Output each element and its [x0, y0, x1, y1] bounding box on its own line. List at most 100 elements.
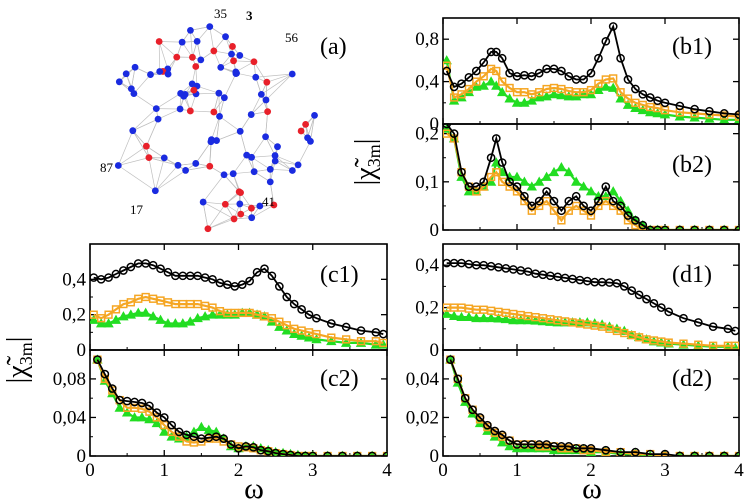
- panel-c2: 0 0,04 0,08 0 1 2 3 4 (c2): [53, 349, 392, 481]
- network-node-15: [297, 127, 305, 135]
- point-b1-orange-7: [492, 66, 501, 76]
- point-b1-green-25: [622, 99, 634, 109]
- point-c2-black-30: [323, 451, 332, 456]
- network-edge: [209, 26, 215, 51]
- point-c1-green-26: [281, 325, 292, 335]
- point-b1-green-5: [478, 80, 489, 90]
- point-d1-green-3: [463, 311, 475, 322]
- panel-frame-d1: [442, 243, 740, 351]
- point-b1-green-21: [593, 84, 604, 94]
- point-c1-green-8: [147, 311, 159, 321]
- point-b2-green-15: [548, 166, 560, 177]
- point-c1-green-13: [185, 316, 196, 326]
- point-c1-black-4: [119, 266, 128, 275]
- network-graph: 35 3 56 87 17 41 (a): [100, 6, 347, 233]
- network-edge: [132, 118, 159, 131]
- network-edge: [133, 74, 151, 94]
- xtick-label-d2-1: 1: [512, 460, 522, 481]
- point-c1-black-23: [260, 264, 269, 274]
- point-b1-green-14: [541, 91, 552, 101]
- point-b1-black-12: [527, 71, 537, 81]
- point-d1-black-23: [612, 278, 622, 288]
- point-c2-black-7: [145, 401, 154, 411]
- point-b2-green-14: [541, 171, 552, 181]
- point-b1-black-3: [464, 73, 474, 82]
- network-edge: [211, 116, 220, 140]
- point-b1-black-2: [457, 79, 466, 89]
- network-edge: [196, 92, 219, 95]
- point-c2-green-8: [151, 417, 163, 428]
- ytick-label-c2-0: 0: [77, 446, 87, 467]
- xtick-label-d2-0: 0: [438, 460, 448, 481]
- network-edge: [203, 201, 226, 205]
- point-c2-green-6: [136, 412, 148, 422]
- point-b1-black-16: [557, 66, 566, 76]
- point-c1-black-35: [378, 329, 387, 339]
- network-node-label-17: 17: [130, 202, 144, 217]
- point-d1-black-33: [708, 322, 718, 332]
- ytick-label-d2-2: 0,04: [406, 369, 440, 390]
- point-d1-orange-32: [694, 340, 703, 349]
- series-line-c2-orange: [96, 359, 387, 456]
- point-c1-orange-31: [327, 333, 336, 342]
- point-b1-black-21: [594, 53, 603, 63]
- point-d2-black-24: [660, 449, 670, 456]
- ylabel-left-text: |χ̃3m|: [2, 337, 36, 384]
- point-b2-black-10: [512, 182, 522, 191]
- point-b2-green-12: [526, 181, 537, 191]
- network-edge: [155, 165, 179, 191]
- point-d2-black-2: [460, 393, 470, 403]
- ytick-label-b1-2: 0,8: [415, 29, 439, 50]
- point-c1-black-3: [111, 269, 121, 279]
- point-c1-black-24: [267, 271, 277, 281]
- network-edge: [148, 157, 156, 191]
- network-edge: [250, 94, 262, 115]
- network-edge: [233, 60, 254, 63]
- point-b1-orange-20: [586, 85, 596, 95]
- series-line-c1-orange: [93, 295, 384, 344]
- point-d1-green-7: [493, 313, 504, 323]
- network-node-58: [230, 215, 238, 223]
- point-b1-black-30: [660, 98, 670, 108]
- panel-label-d2: (d2): [672, 366, 712, 392]
- point-c1-green-7: [140, 307, 151, 317]
- xlabel-right: ω: [582, 472, 602, 502]
- point-b2-black-17: [564, 196, 574, 206]
- network-node-91: [266, 165, 274, 173]
- point-b1-orange-21: [594, 79, 603, 88]
- point-b2-green-19: [578, 181, 589, 191]
- network-edge: [207, 204, 226, 229]
- network-edge: [297, 141, 311, 166]
- point-c1-green-25: [274, 321, 285, 331]
- network-edge: [250, 99, 267, 115]
- point-d1-black-24: [619, 282, 629, 291]
- point-d2-black-29: [734, 451, 739, 456]
- ylabel-left: |χ̃3m|: [2, 337, 36, 384]
- network-node-5: [114, 162, 122, 169]
- panel-label-c2: (c2): [320, 366, 359, 392]
- point-d2-black-6: [490, 426, 500, 436]
- network-node-68: [190, 86, 198, 94]
- network-edge: [195, 141, 212, 164]
- point-d2-black-8: [505, 436, 514, 445]
- point-d1-green-1: [448, 310, 460, 320]
- network-edge: [146, 118, 159, 147]
- network-node-65: [230, 57, 237, 65]
- ytick-label-b2-1: 0,1: [415, 172, 439, 193]
- point-b2-green-13: [534, 176, 545, 186]
- point-d2-black-21: [616, 447, 625, 456]
- network-edge: [185, 165, 210, 171]
- ytick-label-d1-0: 0: [430, 340, 440, 361]
- point-b1-orange-25: [623, 94, 633, 103]
- ytick-label-d1-1: 0,2: [415, 298, 439, 319]
- point-b2-black-22: [601, 182, 611, 191]
- network-edge: [130, 67, 136, 89]
- point-b1-black-17: [564, 71, 574, 81]
- network-node-label-41: 41: [262, 194, 275, 209]
- point-c1-black-27: [289, 299, 299, 309]
- network-node-76: [178, 38, 186, 46]
- point-b2-black-19: [579, 201, 588, 211]
- point-c1-green-11: [170, 318, 181, 328]
- point-c1-black-5: [126, 262, 136, 272]
- point-b2-black-5: [479, 177, 489, 187]
